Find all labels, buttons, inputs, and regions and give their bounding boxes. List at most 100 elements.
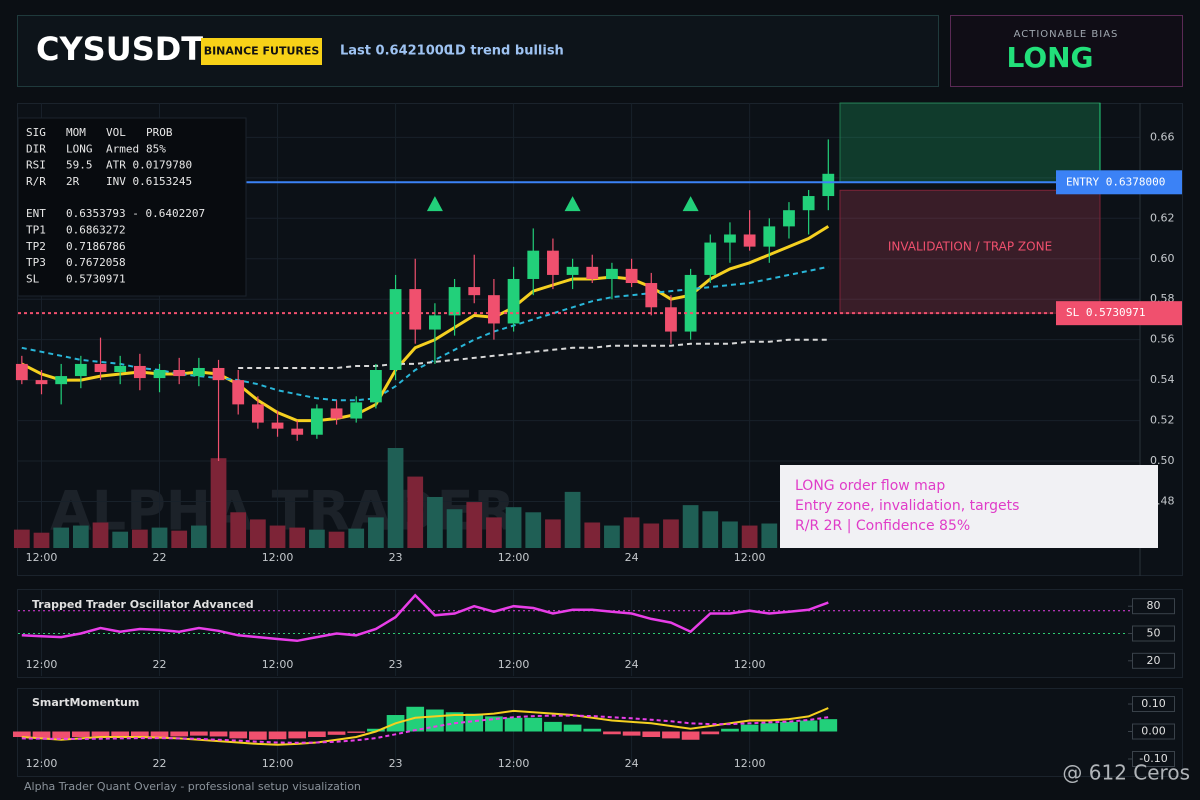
exchange-badge (201, 38, 322, 65)
momentum-bar (583, 728, 602, 732)
volume-bar (407, 476, 424, 548)
trend: 1D trend bullish (446, 44, 564, 59)
volume-bar (446, 509, 463, 548)
candle-body (55, 376, 68, 385)
info-cell: DIR (26, 142, 46, 155)
candle-body (586, 266, 599, 279)
overlay-line (21, 265, 829, 402)
candle-body (684, 274, 697, 332)
candle-body (547, 250, 559, 275)
x-tick-label: 12:00 (498, 551, 530, 564)
candle-body (15, 363, 28, 381)
annotation-line: R/R 2R | Confidence 85% (795, 518, 970, 534)
x-tick-label: 12:00 (498, 658, 530, 671)
momentum-bar (544, 721, 562, 732)
info-cell: 0.5730971 (66, 272, 126, 285)
momentum-bar (799, 720, 818, 732)
momentum-bar (465, 713, 484, 732)
volume-bar (761, 523, 778, 548)
volume-bar (131, 529, 148, 548)
info-cell: Armed (106, 142, 139, 155)
momentum-bar (445, 712, 464, 732)
y-tick-label: 0.62 (1150, 211, 1175, 224)
candle-body (94, 363, 107, 373)
volume-bar (702, 511, 719, 548)
entry-label: ENTRY 0.6378000 (1066, 175, 1165, 188)
candle-body (429, 315, 441, 330)
panel-title: SmartMomentum (32, 696, 139, 709)
stop-tag (1056, 301, 1182, 326)
info-cell: 0.7672058 (66, 256, 126, 269)
annotation-line: Entry zone, invalidation, targets (795, 498, 1019, 514)
y-tick-box (1132, 723, 1175, 740)
volume-bar (289, 527, 306, 548)
y-tick-label: 20 (1147, 654, 1161, 667)
y-tick-label: 0.00 (1141, 725, 1166, 738)
volume-bar (564, 491, 581, 548)
momentum-bar (32, 731, 51, 739)
candle-body (35, 380, 48, 385)
volume-bar (13, 529, 30, 548)
x-tick-label: 22 (153, 658, 167, 671)
info-cell: RSI (26, 159, 46, 172)
momentum-bar (249, 731, 267, 740)
y-tick-label: 0.60 (1150, 252, 1175, 265)
momentum-bar (327, 731, 346, 735)
momentum-bar (367, 728, 385, 732)
last-price: Last 0.6421000 (340, 44, 453, 59)
volume-bar (623, 517, 640, 548)
x-tick-label: 24 (625, 658, 639, 671)
momentum-bar (229, 731, 248, 739)
info-cell: INV 0.6153245 (106, 175, 192, 188)
x-tick-label: 12:00 (734, 658, 766, 671)
y-tick-box (1132, 625, 1175, 642)
candle-body (310, 408, 323, 435)
momentum-bar (721, 728, 739, 732)
x-tick-label: 24 (625, 551, 639, 564)
momentum-bar (603, 731, 621, 735)
candle-body (724, 234, 736, 243)
y-tick-label: 50 (1147, 627, 1161, 640)
volume-bar (171, 530, 188, 548)
y-tick-label: 0.10 (1141, 697, 1166, 710)
info-cell: PROB (146, 126, 173, 139)
momentum-bar (209, 731, 228, 737)
y-tick-box (1132, 652, 1175, 669)
x-tick-label: 12:00 (498, 757, 530, 770)
candle-body (330, 408, 343, 419)
x-tick-label: 24 (625, 757, 639, 770)
symbol: CYSUSDT (36, 30, 203, 68)
y-tick-label: 0.54 (1150, 373, 1175, 386)
volume-bar (722, 521, 738, 548)
info-cell: TP2 (26, 240, 46, 253)
volume-bar (368, 517, 384, 548)
y-tick-box (1132, 751, 1175, 768)
candle-body (783, 210, 795, 227)
volume-bar (250, 519, 266, 548)
candle-body (625, 268, 638, 284)
candle-body (192, 367, 205, 377)
signal-marker (426, 196, 443, 212)
momentum-bar (52, 731, 71, 739)
volume-bar (72, 525, 89, 548)
volume-bar (53, 527, 70, 548)
candle-body (251, 404, 264, 423)
momentum-bar (681, 731, 700, 740)
y-tick-label: -0.10 (1139, 752, 1167, 765)
info-cell: 0.6863272 (66, 224, 126, 237)
x-tick-label: 22 (153, 757, 167, 770)
info-cell: 59.5 (66, 159, 93, 172)
candle-body (743, 234, 756, 247)
x-tick-label: 12:00 (734, 757, 766, 770)
info-cell: R/R (26, 175, 46, 188)
candle-body (350, 402, 363, 419)
candle-body (566, 266, 579, 275)
volume-bar (486, 517, 502, 548)
info-cell: 0.7186786 (66, 240, 126, 253)
invalidation-zone (839, 189, 1101, 314)
candle-body (133, 365, 146, 379)
y-tick-label: 80 (1147, 599, 1161, 612)
x-tick-label: 12:00 (734, 551, 766, 564)
